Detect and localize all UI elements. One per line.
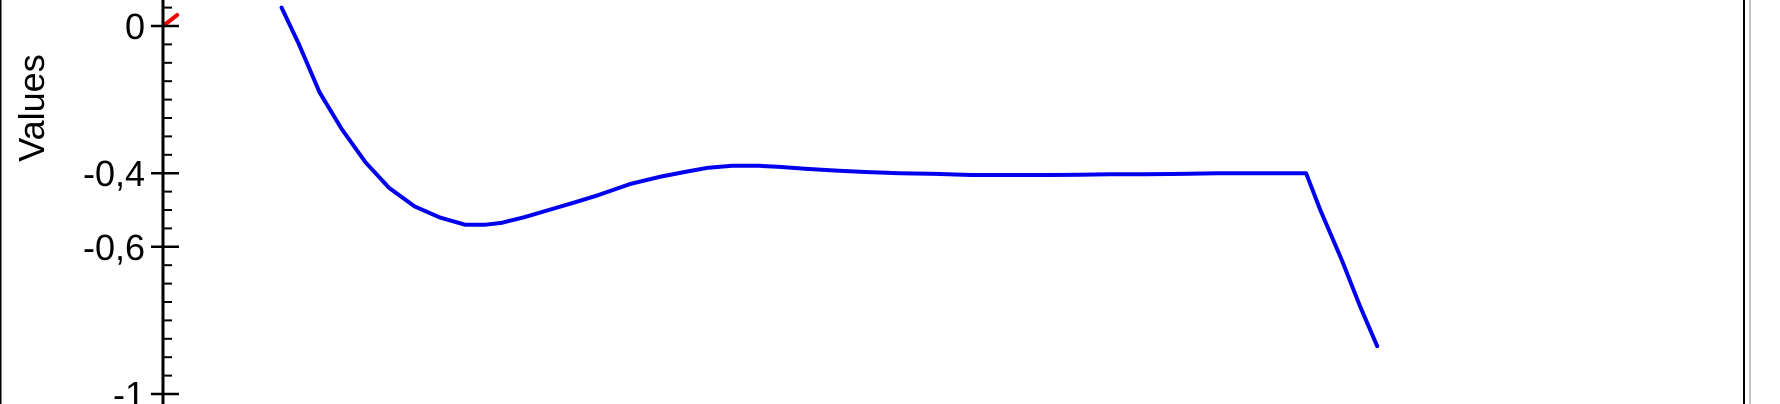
y-tick-label: 0 [125,6,145,47]
y-axis-title: Values [11,54,52,161]
y-tick-label: -0,4 [83,153,145,194]
y-tick-label: -0,6 [83,227,145,268]
series-line-0 [279,5,1380,349]
series-line-1 [161,13,180,28]
y-tick-label: -1 [113,374,145,404]
